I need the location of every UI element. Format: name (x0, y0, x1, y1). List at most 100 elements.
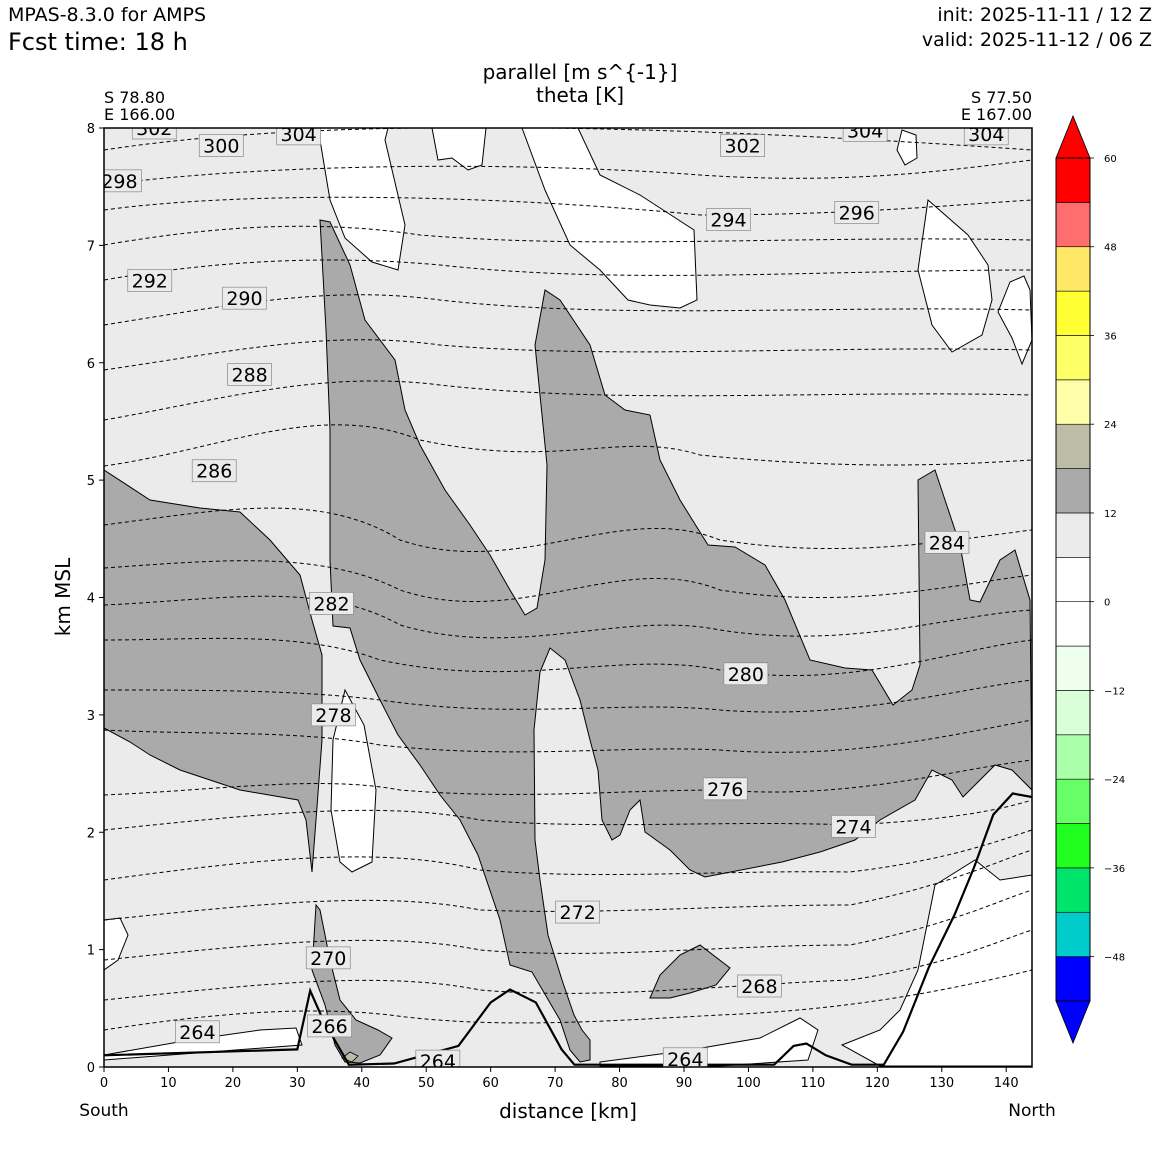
jet-region (649, 944, 731, 999)
theta-label: 296 (834, 201, 880, 225)
white-region (997, 275, 1032, 366)
colorbar-tick-label: −36 (1104, 864, 1125, 875)
theta-line (104, 259, 1032, 281)
x-tick-label: 90 (676, 1076, 693, 1091)
theta-label-text: 278 (315, 705, 351, 727)
theta-label: 304 (842, 128, 888, 142)
init-time: init: 2025-11-11 / 12 Z (937, 4, 1152, 26)
theta-label: 264 (175, 1020, 220, 1044)
colorbar-segment (1055, 246, 1091, 292)
theta-label-text: 300 (203, 136, 239, 158)
theta-line (104, 595, 1032, 639)
colorbar-tick-label: 0 (1104, 598, 1110, 609)
theta-line (104, 969, 1032, 1031)
model-title: MPAS-8.3.0 for AMPS (8, 4, 207, 26)
theta-line (104, 507, 1032, 553)
colorbar-tick-label: −24 (1104, 775, 1125, 786)
colorbar-segment (1055, 468, 1091, 514)
north-label: North (1008, 1101, 1056, 1121)
theta-label-box (305, 946, 351, 970)
theta-line (104, 380, 1032, 421)
theta-label: 264 (662, 1047, 708, 1071)
white-region (431, 128, 487, 171)
colorbar-tick-label: −48 (1104, 953, 1125, 964)
white-region (104, 917, 129, 971)
south-label: South (79, 1101, 129, 1121)
theta-label-text: 264 (667, 1049, 703, 1071)
colorbar-segment (1055, 823, 1091, 869)
theta-line (104, 424, 1032, 467)
theta-label-text: 304 (968, 124, 1004, 146)
theta-label-box (198, 134, 244, 157)
theta-line (104, 829, 1032, 881)
theta-label: 266 (307, 1014, 352, 1038)
colorbar-segment (1055, 867, 1091, 913)
colorbar-tick-label: 12 (1104, 509, 1117, 520)
jet-region (104, 469, 323, 873)
theta-label-text: 276 (707, 779, 743, 801)
right-latitude: S 77.50 (970, 88, 1032, 107)
colorbar-segment (1055, 690, 1091, 736)
theta-label-text: 272 (560, 902, 596, 924)
colorbar-segment (1055, 290, 1091, 336)
theta-label-text: 298 (101, 171, 137, 193)
y-tick-label: 4 (87, 592, 95, 607)
colorbar-segment (1055, 157, 1091, 203)
x-tick-label: 100 (736, 1076, 761, 1091)
theta-label: 268 (737, 974, 782, 998)
theta-label: 292 (127, 269, 173, 293)
theta-label-box (175, 1020, 220, 1044)
y-tick-label: 6 (87, 357, 95, 372)
white-region (521, 128, 698, 309)
x-axis-label: distance [km] (499, 1099, 637, 1123)
y-axis-label: km MSL (51, 557, 75, 637)
white-region (599, 1017, 819, 1067)
theta-label-box (737, 974, 782, 998)
y-axis: 0 1 2 3 4 5 6 7 8 (87, 122, 104, 1076)
theta-label-text: 264 (420, 1051, 456, 1073)
theta-label: 286 (191, 459, 237, 483)
theta-label-box (276, 128, 321, 146)
theta-label-box (311, 703, 356, 727)
theta-label: 302 (131, 128, 177, 140)
theta-label-box (222, 286, 267, 310)
theta-labels: 302 304 300 298 292 290 288 286 282 278 270 266 264 2… (101, 124, 1009, 1073)
colorbar: 60 48 36 24 12 0 −12 −24 −36 −48 (1055, 114, 1125, 1045)
theta-label-text: 264 (179, 1022, 215, 1044)
theta-label-text: 284 (929, 532, 965, 554)
theta-line (104, 159, 1032, 186)
left-longitude: E 166.00 (104, 105, 176, 124)
theta-label: 264 (415, 1049, 461, 1073)
y-tick-label: 7 (87, 239, 95, 254)
colorbar-tick-label: 24 (1104, 420, 1117, 431)
x-tick-label: 120 (865, 1076, 890, 1091)
colorbar-tick-label: −12 (1104, 686, 1125, 697)
theta-label-text: 302 (725, 136, 761, 158)
x-tick-label: 0 (100, 1076, 108, 1091)
theta-label-box (834, 201, 880, 224)
theta-line (104, 225, 1032, 246)
theta-label: 280 (723, 662, 769, 686)
theta-line (104, 560, 1032, 603)
theta-line (104, 849, 1032, 921)
x-tick-label: 40 (354, 1076, 371, 1091)
y-tick-label: 0 (87, 1061, 95, 1076)
colorbar-segment (1055, 778, 1091, 824)
x-tick-label: 50 (418, 1076, 435, 1091)
fill-field-title: parallel [m s^{-1}] (482, 60, 678, 84)
theta-label-text: 296 (839, 203, 875, 225)
white-region (840, 859, 1032, 1067)
colorbar-segment (1055, 557, 1091, 602)
theta-label-box (309, 592, 354, 615)
colorbar-segment (1055, 512, 1091, 558)
colorbar-segment (1055, 911, 1091, 957)
forecast-time: Fcst time: 18 h (8, 28, 188, 56)
theta-label-box (415, 1049, 461, 1067)
x-tick-label: 20 (225, 1076, 242, 1091)
theta-label-box (227, 363, 272, 386)
contour-field-title: theta [K] (536, 83, 624, 107)
theta-line (104, 679, 1032, 713)
theta-label-box (104, 169, 142, 193)
y-tick-label: 3 (87, 709, 95, 724)
valid-time: valid: 2025-11-12 / 06 Z (921, 29, 1152, 51)
